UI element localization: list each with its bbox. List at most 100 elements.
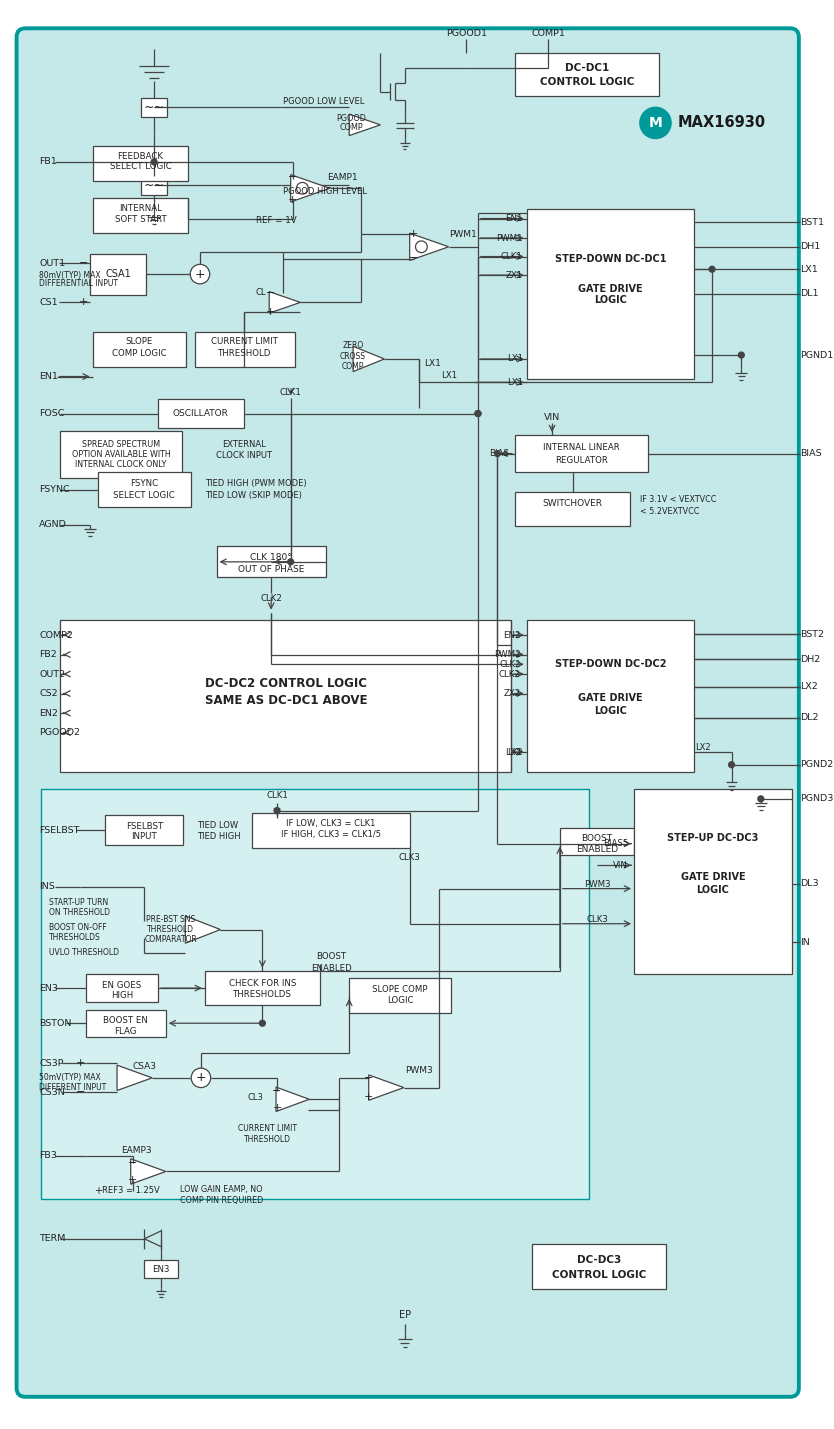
Text: EN3: EN3 xyxy=(152,1265,169,1273)
Text: CLK1: CLK1 xyxy=(279,387,302,397)
Bar xyxy=(560,829,634,856)
Text: CSA3: CSA3 xyxy=(133,1062,156,1070)
Text: SELECT LOGIC: SELECT LOGIC xyxy=(109,163,171,171)
Text: OUT OF PHASE: OUT OF PHASE xyxy=(238,564,304,574)
Text: IF LOW, CLK3 = CLK1: IF LOW, CLK3 = CLK1 xyxy=(286,819,375,827)
Bar xyxy=(144,1260,178,1278)
Text: LX1: LX1 xyxy=(507,377,523,387)
Text: CLK2: CLK2 xyxy=(500,660,521,669)
Bar xyxy=(515,53,660,96)
Text: −: − xyxy=(128,1157,138,1167)
Circle shape xyxy=(709,266,715,272)
Text: −: − xyxy=(265,287,275,297)
Text: CONTROL LOGIC: CONTROL LOGIC xyxy=(540,77,635,87)
Text: DC-DC2 CONTROL LOGIC: DC-DC2 CONTROL LOGIC xyxy=(205,677,367,690)
Text: LX1: LX1 xyxy=(507,354,523,363)
Text: SLOPE: SLOPE xyxy=(126,337,153,346)
Text: PGND3: PGND3 xyxy=(800,795,833,803)
Polygon shape xyxy=(349,114,380,136)
Polygon shape xyxy=(353,346,384,372)
Text: INTERNAL: INTERNAL xyxy=(119,204,162,213)
Text: IF HIGH, CLK3 = CLK1/5: IF HIGH, CLK3 = CLK1/5 xyxy=(281,830,380,839)
Text: GATE DRIVE: GATE DRIVE xyxy=(578,693,643,703)
Bar xyxy=(195,332,294,367)
Text: CURRENT LIMIT: CURRENT LIMIT xyxy=(211,337,279,346)
Text: BOOST: BOOST xyxy=(317,952,347,962)
Text: ZX2: ZX2 xyxy=(504,689,521,697)
Bar xyxy=(634,789,792,975)
Circle shape xyxy=(475,410,481,416)
Text: LX1: LX1 xyxy=(800,264,817,274)
Text: EN GOES: EN GOES xyxy=(103,980,142,990)
Text: LX2: LX2 xyxy=(696,743,711,752)
Text: EN1: EN1 xyxy=(39,372,58,382)
Bar xyxy=(105,816,183,845)
Bar xyxy=(93,146,188,181)
Text: COMP PIN REQUIRED: COMP PIN REQUIRED xyxy=(180,1196,264,1205)
Bar xyxy=(527,620,695,772)
Circle shape xyxy=(475,410,481,416)
Bar xyxy=(93,199,188,233)
Bar xyxy=(98,472,191,507)
Text: +: + xyxy=(76,1059,85,1069)
Text: REGULATOR: REGULATOR xyxy=(555,456,608,464)
Text: STEP-DOWN DC-DC1: STEP-DOWN DC-DC1 xyxy=(555,254,666,264)
Bar xyxy=(515,434,648,472)
Circle shape xyxy=(415,242,427,253)
Text: CS3N: CS3N xyxy=(39,1087,65,1097)
Circle shape xyxy=(495,450,500,456)
Bar xyxy=(86,975,158,1002)
Text: HIGH: HIGH xyxy=(111,992,133,1000)
Text: MAX16930: MAX16930 xyxy=(678,116,766,130)
Circle shape xyxy=(191,1067,211,1087)
Text: −: − xyxy=(76,1087,85,1097)
Text: DL3: DL3 xyxy=(800,879,818,889)
Text: DIFFERENT INPUT: DIFFERENT INPUT xyxy=(39,1083,106,1092)
Text: CL3: CL3 xyxy=(248,1093,264,1102)
Bar xyxy=(205,970,320,1005)
Text: +: + xyxy=(78,297,88,307)
Text: OUT2: OUT2 xyxy=(39,670,65,679)
Text: LOGIC: LOGIC xyxy=(696,885,730,895)
Text: LX2: LX2 xyxy=(507,747,523,756)
Text: FEEDBACK: FEEDBACK xyxy=(118,151,163,160)
Text: COMP: COMP xyxy=(339,123,363,133)
Text: THRESHOLD: THRESHOLD xyxy=(219,349,272,357)
Text: BOOST EN: BOOST EN xyxy=(103,1016,148,1025)
Text: GATE DRIVE: GATE DRIVE xyxy=(578,284,643,294)
Text: BIAS: BIAS xyxy=(800,449,821,459)
Text: PWM3: PWM3 xyxy=(584,880,610,889)
Text: CL: CL xyxy=(256,289,266,297)
Text: PGOOD HIGH LEVEL: PGOOD HIGH LEVEL xyxy=(283,187,367,196)
Text: ∼∼: ∼∼ xyxy=(143,179,164,191)
Text: PGOOD2: PGOOD2 xyxy=(39,727,80,737)
Text: LX2: LX2 xyxy=(505,747,521,756)
Text: TIED HIGH (PWM MODE): TIED HIGH (PWM MODE) xyxy=(205,479,306,489)
Text: PWM1: PWM1 xyxy=(449,230,476,239)
Text: FOSC: FOSC xyxy=(39,409,64,419)
Text: BST1: BST1 xyxy=(800,217,824,227)
Text: CLK2: CLK2 xyxy=(499,670,521,679)
Text: +: + xyxy=(273,1103,282,1113)
Text: M: M xyxy=(649,116,662,130)
Text: CLK 180°: CLK 180° xyxy=(250,553,292,563)
Circle shape xyxy=(729,762,735,767)
Text: INPUT: INPUT xyxy=(132,833,158,842)
Text: ON THRESHOLD: ON THRESHOLD xyxy=(48,907,110,916)
Text: SLOPE COMP: SLOPE COMP xyxy=(372,985,428,993)
Text: OSCILLATOR: OSCILLATOR xyxy=(173,409,229,419)
Bar xyxy=(252,813,409,847)
Text: CLK1: CLK1 xyxy=(266,792,288,800)
Text: CROSS: CROSS xyxy=(340,352,366,360)
Text: FSYNC: FSYNC xyxy=(39,486,70,494)
Text: FB2: FB2 xyxy=(39,650,57,659)
Text: DIFFERENTIAL INPUT: DIFFERENTIAL INPUT xyxy=(39,279,118,289)
Bar xyxy=(158,399,244,429)
Text: BIAS5: BIAS5 xyxy=(603,839,628,849)
Text: THRESHOLD: THRESHOLD xyxy=(147,925,194,935)
Text: COMP: COMP xyxy=(342,363,364,372)
Text: ENABLED: ENABLED xyxy=(311,965,352,973)
Text: THRESHOLD: THRESHOLD xyxy=(244,1135,291,1143)
Text: +: + xyxy=(288,194,297,204)
Text: PGND1: PGND1 xyxy=(800,350,833,360)
